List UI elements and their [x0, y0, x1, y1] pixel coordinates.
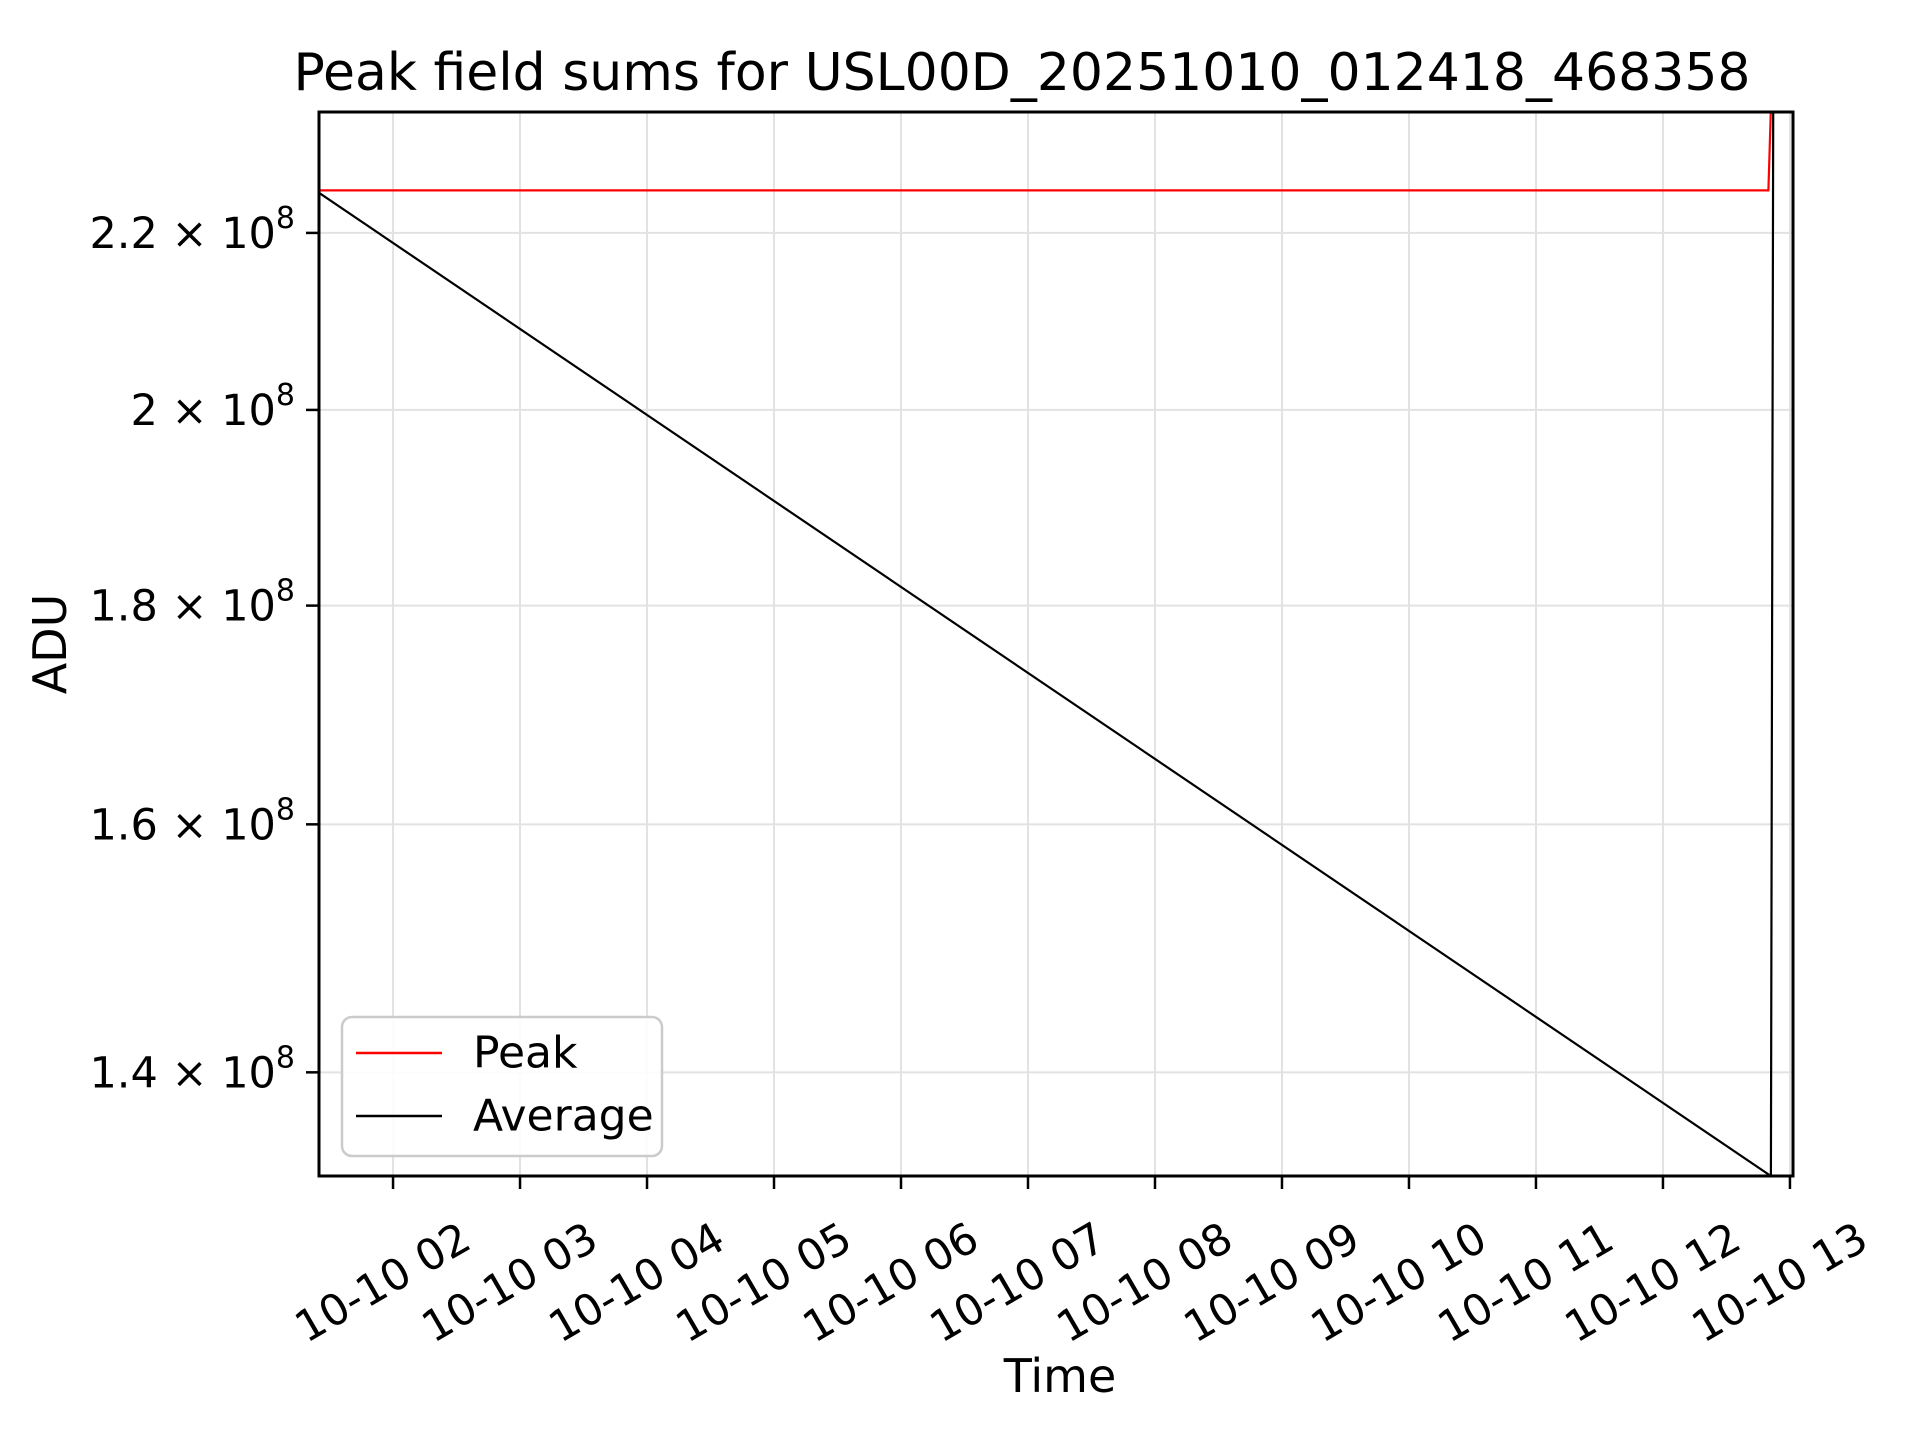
y-tick-label: 2.2 × 108	[89, 201, 295, 259]
gridlines	[319, 112, 1793, 1176]
tick-marks	[306, 231, 1792, 1189]
y-tick-labels: 2.2 × 108 2 × 108 1.8 × 108 1.6 × 108 1.4 × …	[89, 201, 295, 1098]
x-axis-label: Time	[1003, 1349, 1117, 1403]
series-line-peak	[319, 112, 1772, 192]
series-line-average	[319, 112, 1775, 1176]
data-series	[319, 112, 1775, 1176]
y-tick-label: 1.6 × 108	[89, 792, 295, 850]
axes-background	[319, 112, 1793, 1176]
y-tick-label: 1.8 × 108	[89, 574, 295, 632]
y-tick-label: 2 × 108	[130, 378, 295, 436]
y-tick-label: 1.4 × 108	[89, 1040, 295, 1098]
legend-label-average: Average	[473, 1091, 654, 1142]
chart-title: Peak field sums for USL00D_20251010_0124…	[293, 43, 1750, 103]
axes-spines	[317, 110, 1795, 1178]
y-axis-label: ADU	[23, 594, 77, 695]
legend-label-peak: Peak	[473, 1028, 578, 1079]
legend: Peak Average	[340, 1015, 664, 1158]
